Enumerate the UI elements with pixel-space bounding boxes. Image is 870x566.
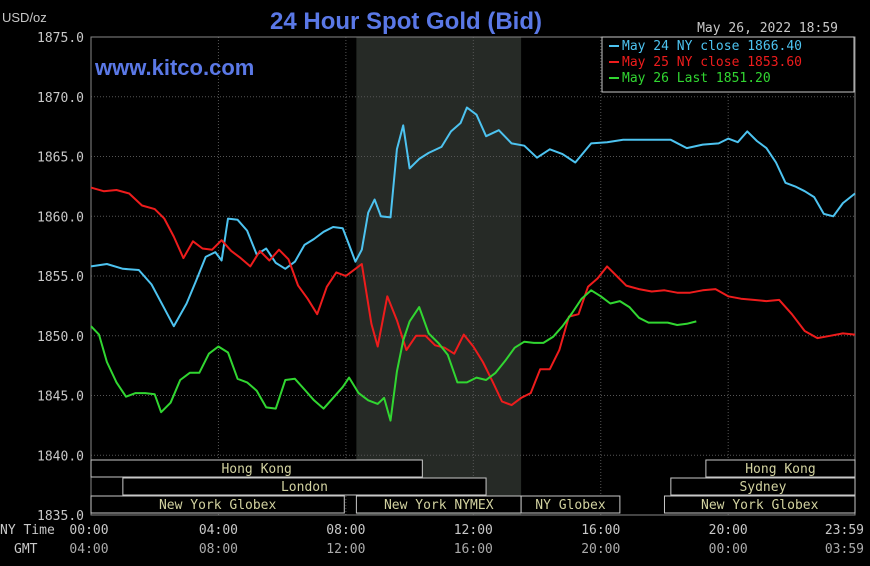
x-tick-gmt: 00:00: [709, 542, 748, 557]
session-box: [520, 495, 621, 514]
y-tick-label: 1865.0: [37, 151, 84, 166]
x-tick-ny: 04:00: [199, 523, 238, 538]
session-label: Hong Kong: [745, 462, 815, 477]
x-tick-ny: 16:00: [581, 523, 620, 538]
session-box: [705, 459, 856, 478]
y-tick-label: 1860.0: [37, 210, 84, 225]
x-tick-ny: 08:00: [326, 523, 365, 538]
session-label: Hong Kong: [221, 462, 291, 477]
session-label: NY Globex: [535, 498, 606, 513]
x-tick-gmt: 08:00: [199, 542, 238, 557]
series-line-1: [90, 106, 856, 328]
x-tick-gmt: 16:00: [454, 542, 493, 557]
session-box: [663, 495, 856, 514]
legend-entry: May 24 NY close 1866.40: [622, 39, 802, 54]
gmt-label: GMT: [14, 542, 38, 557]
legend-box: [601, 36, 855, 93]
x-tick-ny: 20:00: [709, 523, 748, 538]
session-label: New York Globex: [159, 498, 277, 513]
unit-label: USD/oz: [2, 10, 47, 25]
legend-entry: May 25 NY close 1853.60: [622, 55, 802, 70]
y-tick-label: 1855.0: [37, 270, 84, 285]
session-label: New York Globex: [701, 498, 819, 513]
series-line-3: [90, 289, 697, 422]
chart-title: 24 Hour Spot Gold (Bid): [270, 8, 542, 35]
x-tick-gmt: 04:00: [69, 542, 108, 557]
session-box: [90, 459, 423, 478]
price-series: [90, 106, 856, 422]
trading-sessions: Hong Kong Hong Kong London Sydney New York G…: [90, 459, 856, 514]
y-tick-label: 1870.0: [37, 91, 84, 106]
y-tick-label: 1845.0: [37, 390, 84, 405]
y-tick-label: 1850.0: [37, 330, 84, 345]
x-tick-gmt: 20:00: [581, 542, 620, 557]
session-box: [670, 477, 856, 496]
y-tick-label: 1840.0: [37, 449, 84, 464]
ny-time-label: NY Time: [0, 523, 55, 538]
series-line-2: [90, 186, 856, 407]
y-tick-label: 1875.0: [37, 31, 84, 46]
watermark: www.kitco.com: [94, 55, 254, 80]
plot-border: [90, 36, 856, 516]
x-tick-ny: 00:00: [69, 523, 108, 538]
session-box: [122, 477, 487, 496]
x-tick-ny: 12:00: [454, 523, 493, 538]
session-label: Sydney: [739, 480, 786, 495]
session-label: New York NYMEX: [384, 498, 494, 513]
y-tick-label: 1835.0: [37, 509, 84, 524]
x-tick-ny: 23:59: [825, 523, 864, 538]
legend-entry: May 26 Last 1851.20: [622, 71, 771, 86]
timestamp: May 26, 2022 18:59: [697, 21, 838, 36]
session-box: [90, 495, 345, 514]
y-axis-tick-labels: 1875.0 1870.0 1865.0 1860.0 1855.0 1850.0 1845…: [37, 31, 84, 524]
x-axis-tick-labels: 00:00 04:00 08:00 12:00 16:00 20:00 23:59 04:00…: [69, 523, 864, 557]
plot-area: [90, 36, 856, 516]
session-label: London: [281, 480, 328, 495]
x-tick-gmt: 12:00: [326, 542, 365, 557]
x-tick-gmt: 03:59: [825, 542, 864, 557]
